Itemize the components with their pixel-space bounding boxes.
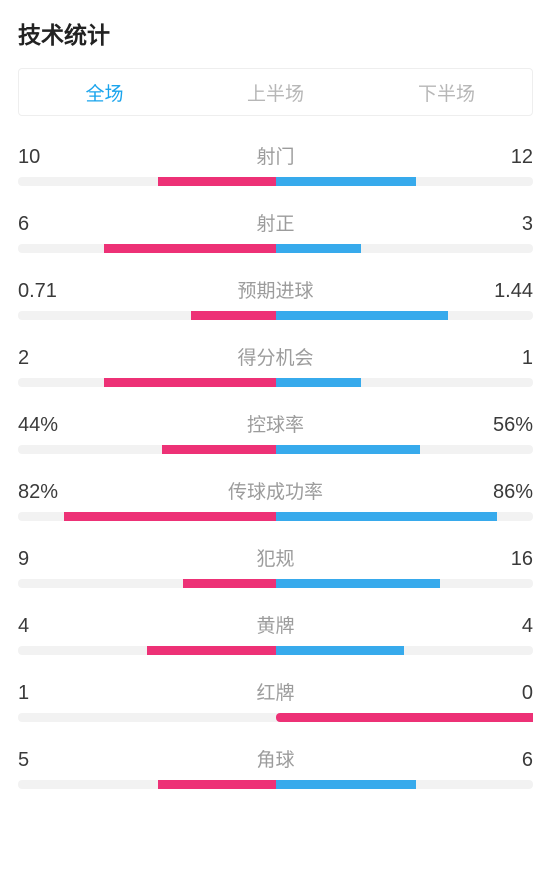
stat-row: 6射正3 [18,209,533,253]
stat-left-value: 5 [18,749,78,772]
stat-left-value: 1 [18,682,78,705]
stat-name: 控球率 [78,410,473,437]
stat-bar [18,445,533,454]
stat-name: 射正 [78,209,473,236]
stat-row: 1红牌0 [18,678,533,722]
bar-left-fill [191,311,276,320]
stat-name: 射门 [78,142,473,169]
stat-bar [18,311,533,320]
stat-left-value: 6 [18,213,78,236]
bar-right-fill [276,780,416,789]
stat-bar [18,378,533,387]
bar-left-fill [104,244,276,253]
stat-name: 得分机会 [78,343,473,370]
stat-right-value: 6 [473,749,533,772]
bar-right-fill [276,646,405,655]
stat-name: 红牌 [78,678,473,705]
stat-row: 5角球6 [18,745,533,789]
tab-full[interactable]: 全场 [19,69,190,115]
bar-left-fill [276,713,534,722]
bar-left-fill [158,177,275,186]
bar-left-fill [158,780,275,789]
stat-left-value: 4 [18,615,78,638]
stat-right-value: 16 [473,548,533,571]
stat-row: 82%传球成功率86% [18,477,533,521]
bar-right-fill [276,579,441,588]
stat-left-value: 44% [18,414,78,437]
bar-left-fill [104,378,276,387]
stat-right-value: 3 [473,213,533,236]
bar-right-fill [276,378,362,387]
stat-name: 预期进球 [78,276,473,303]
stat-bar [18,780,533,789]
stat-left-value: 82% [18,481,78,504]
stat-name: 传球成功率 [78,477,473,504]
bar-left-fill [147,646,276,655]
stat-bar [18,646,533,655]
tab-first-half[interactable]: 上半场 [190,69,361,115]
stat-right-value: 0 [473,682,533,705]
stat-right-value: 1.44 [473,280,533,303]
bar-left-fill [162,445,275,454]
stat-left-value: 2 [18,347,78,370]
period-tabs: 全场 上半场 下半场 [18,68,533,116]
stat-left-value: 0.71 [18,280,78,303]
stat-left-value: 9 [18,548,78,571]
stat-bar [18,177,533,186]
stat-right-value: 1 [473,347,533,370]
stat-bar [18,713,533,722]
stat-row: 2得分机会1 [18,343,533,387]
stat-row: 0.71预期进球1.44 [18,276,533,320]
stat-row: 44%控球率56% [18,410,533,454]
bar-left-fill [64,512,275,521]
bar-left-fill [183,579,276,588]
tab-second-half[interactable]: 下半场 [361,69,532,115]
bar-right-fill [276,244,362,253]
stats-title: 技术统计 [18,16,533,50]
stat-name: 角球 [78,745,473,772]
stat-right-value: 56% [473,414,533,437]
stat-name: 犯规 [78,544,473,571]
bar-right-fill [276,512,497,521]
bar-right-fill [276,177,416,186]
bar-right-fill [276,311,449,320]
stat-right-value: 12 [473,146,533,169]
stat-row: 10射门12 [18,142,533,186]
stat-row: 9犯规16 [18,544,533,588]
stats-list: 10射门126射正30.71预期进球1.442得分机会144%控球率56%82%… [18,142,533,789]
stat-left-value: 10 [18,146,78,169]
stat-bar [18,244,533,253]
stat-right-value: 4 [473,615,533,638]
bar-right-fill [276,445,420,454]
stat-name: 黄牌 [78,611,473,638]
stat-bar [18,512,533,521]
stat-right-value: 86% [473,481,533,504]
stat-bar [18,579,533,588]
stat-row: 4黄牌4 [18,611,533,655]
